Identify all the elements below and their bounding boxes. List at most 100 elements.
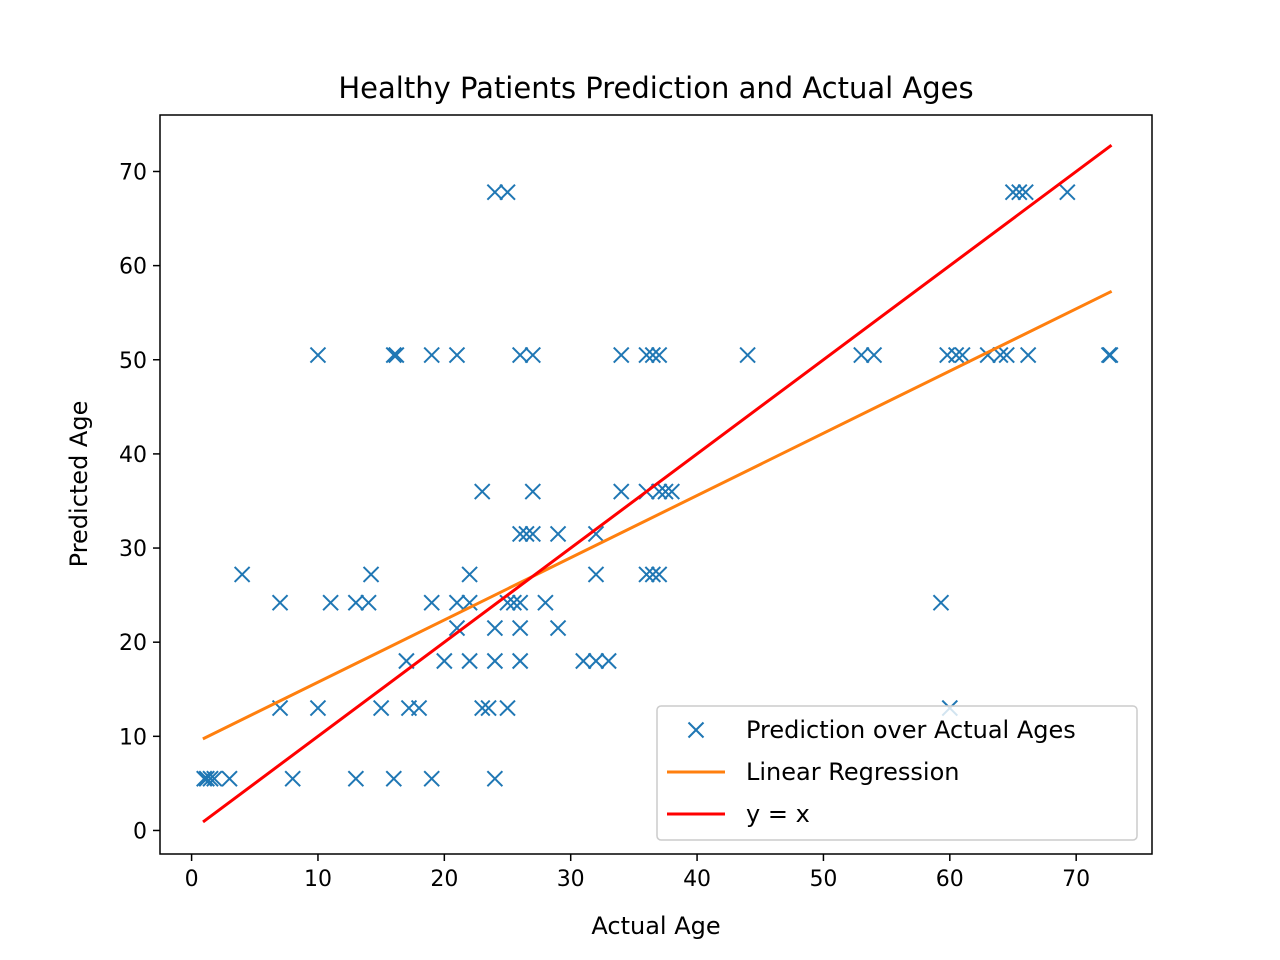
marker-stroke (486, 183, 504, 201)
marker-stroke (1019, 346, 1037, 364)
marker-stroke (511, 594, 529, 611)
marker-stroke (657, 483, 674, 500)
data-point (511, 594, 529, 611)
marker-stroke (537, 594, 554, 611)
x-tick-label: 30 (557, 867, 585, 892)
data-point (505, 594, 523, 611)
marker-stroke (650, 346, 668, 364)
marker-stroke (198, 770, 215, 787)
data-point (461, 652, 478, 670)
data-point (954, 346, 971, 364)
data-point (650, 566, 668, 583)
data-point (423, 346, 440, 364)
x-tick-label: 20 (430, 867, 458, 892)
legend-label-scatter: Prediction over Actual Ages (746, 716, 1076, 744)
data-point (309, 699, 327, 717)
data-point (537, 594, 554, 611)
data-point (486, 652, 504, 670)
data-point (644, 346, 662, 364)
data-point (600, 652, 617, 670)
marker-stroke (518, 525, 535, 543)
data-point (486, 770, 504, 787)
x-tick-label: 0 (185, 867, 199, 892)
data-point (461, 594, 478, 611)
data-point (853, 346, 870, 364)
data-point (362, 566, 380, 583)
y-axis: 0 10 20 30 40 50 60 70 (119, 160, 160, 844)
legend: Prediction over Actual Ages Linear Regre… (656, 705, 1138, 841)
marker-stroke (998, 346, 1015, 364)
y-tick-label: 60 (119, 255, 147, 280)
marker-stroke (486, 652, 504, 670)
data-point (998, 346, 1015, 364)
x-tick-label: 50 (809, 867, 837, 892)
data-point (587, 525, 605, 543)
data-point (233, 566, 251, 583)
data-point (474, 483, 491, 500)
marker-stroke (587, 566, 605, 583)
data-point (360, 594, 377, 611)
x-axis: 0 10 20 30 40 50 60 70 (185, 854, 1090, 892)
marker-stroke (613, 346, 630, 364)
data-point (638, 566, 655, 583)
marker-stroke (600, 652, 617, 670)
data-point (385, 346, 402, 364)
marker-stroke (221, 770, 238, 787)
marker-stroke (947, 346, 965, 364)
data-point (657, 483, 674, 500)
data-point (206, 770, 223, 787)
marker-stroke (309, 699, 327, 717)
data-point (549, 619, 567, 637)
x-tick-label: 10 (304, 867, 332, 892)
data-point (284, 770, 301, 787)
data-point (385, 770, 402, 787)
data-point (221, 770, 238, 787)
data-point (410, 699, 428, 717)
marker-stroke (347, 770, 365, 787)
data-point (575, 652, 592, 670)
marker-stroke (385, 346, 402, 364)
marker-stroke (853, 346, 870, 364)
data-point (448, 619, 466, 637)
marker-stroke (650, 483, 668, 500)
chart-title: Healthy Patients Prediction and Actual A… (338, 71, 973, 105)
marker-stroke (347, 594, 365, 611)
data-point (372, 699, 390, 717)
data-point (1102, 346, 1119, 364)
data-point (309, 346, 327, 364)
data-point (524, 525, 541, 543)
marker-stroke (638, 566, 655, 583)
data-point (865, 346, 883, 364)
marker-stroke (663, 483, 681, 500)
x-tick-label: 60 (936, 867, 964, 892)
marker-stroke (650, 566, 668, 583)
marker-stroke (474, 699, 491, 717)
legend-marker-scatter (687, 721, 705, 739)
data-point (423, 594, 440, 611)
marker-stroke (486, 619, 504, 637)
marker-stroke (524, 346, 541, 364)
legend-label-identity: y = x (746, 800, 810, 828)
marker-stroke (499, 594, 516, 611)
data-point (448, 594, 466, 611)
marker-stroke (486, 770, 504, 787)
marker-stroke (511, 525, 529, 543)
data-point (587, 566, 605, 583)
marker-stroke (511, 652, 529, 670)
data-point (202, 770, 219, 787)
data-point (347, 594, 365, 611)
marker-stroke (524, 483, 541, 500)
data-point (549, 525, 567, 543)
data-point (347, 770, 365, 787)
marker-stroke (511, 619, 529, 637)
x-tick-label: 70 (1062, 867, 1090, 892)
data-point (448, 346, 466, 364)
marker-stroke (575, 652, 592, 670)
data-point (486, 183, 504, 201)
marker-stroke (271, 594, 289, 611)
marker-stroke (448, 346, 466, 364)
data-point (436, 652, 453, 670)
marker-stroke (448, 594, 466, 611)
y-tick-label: 10 (119, 725, 147, 750)
